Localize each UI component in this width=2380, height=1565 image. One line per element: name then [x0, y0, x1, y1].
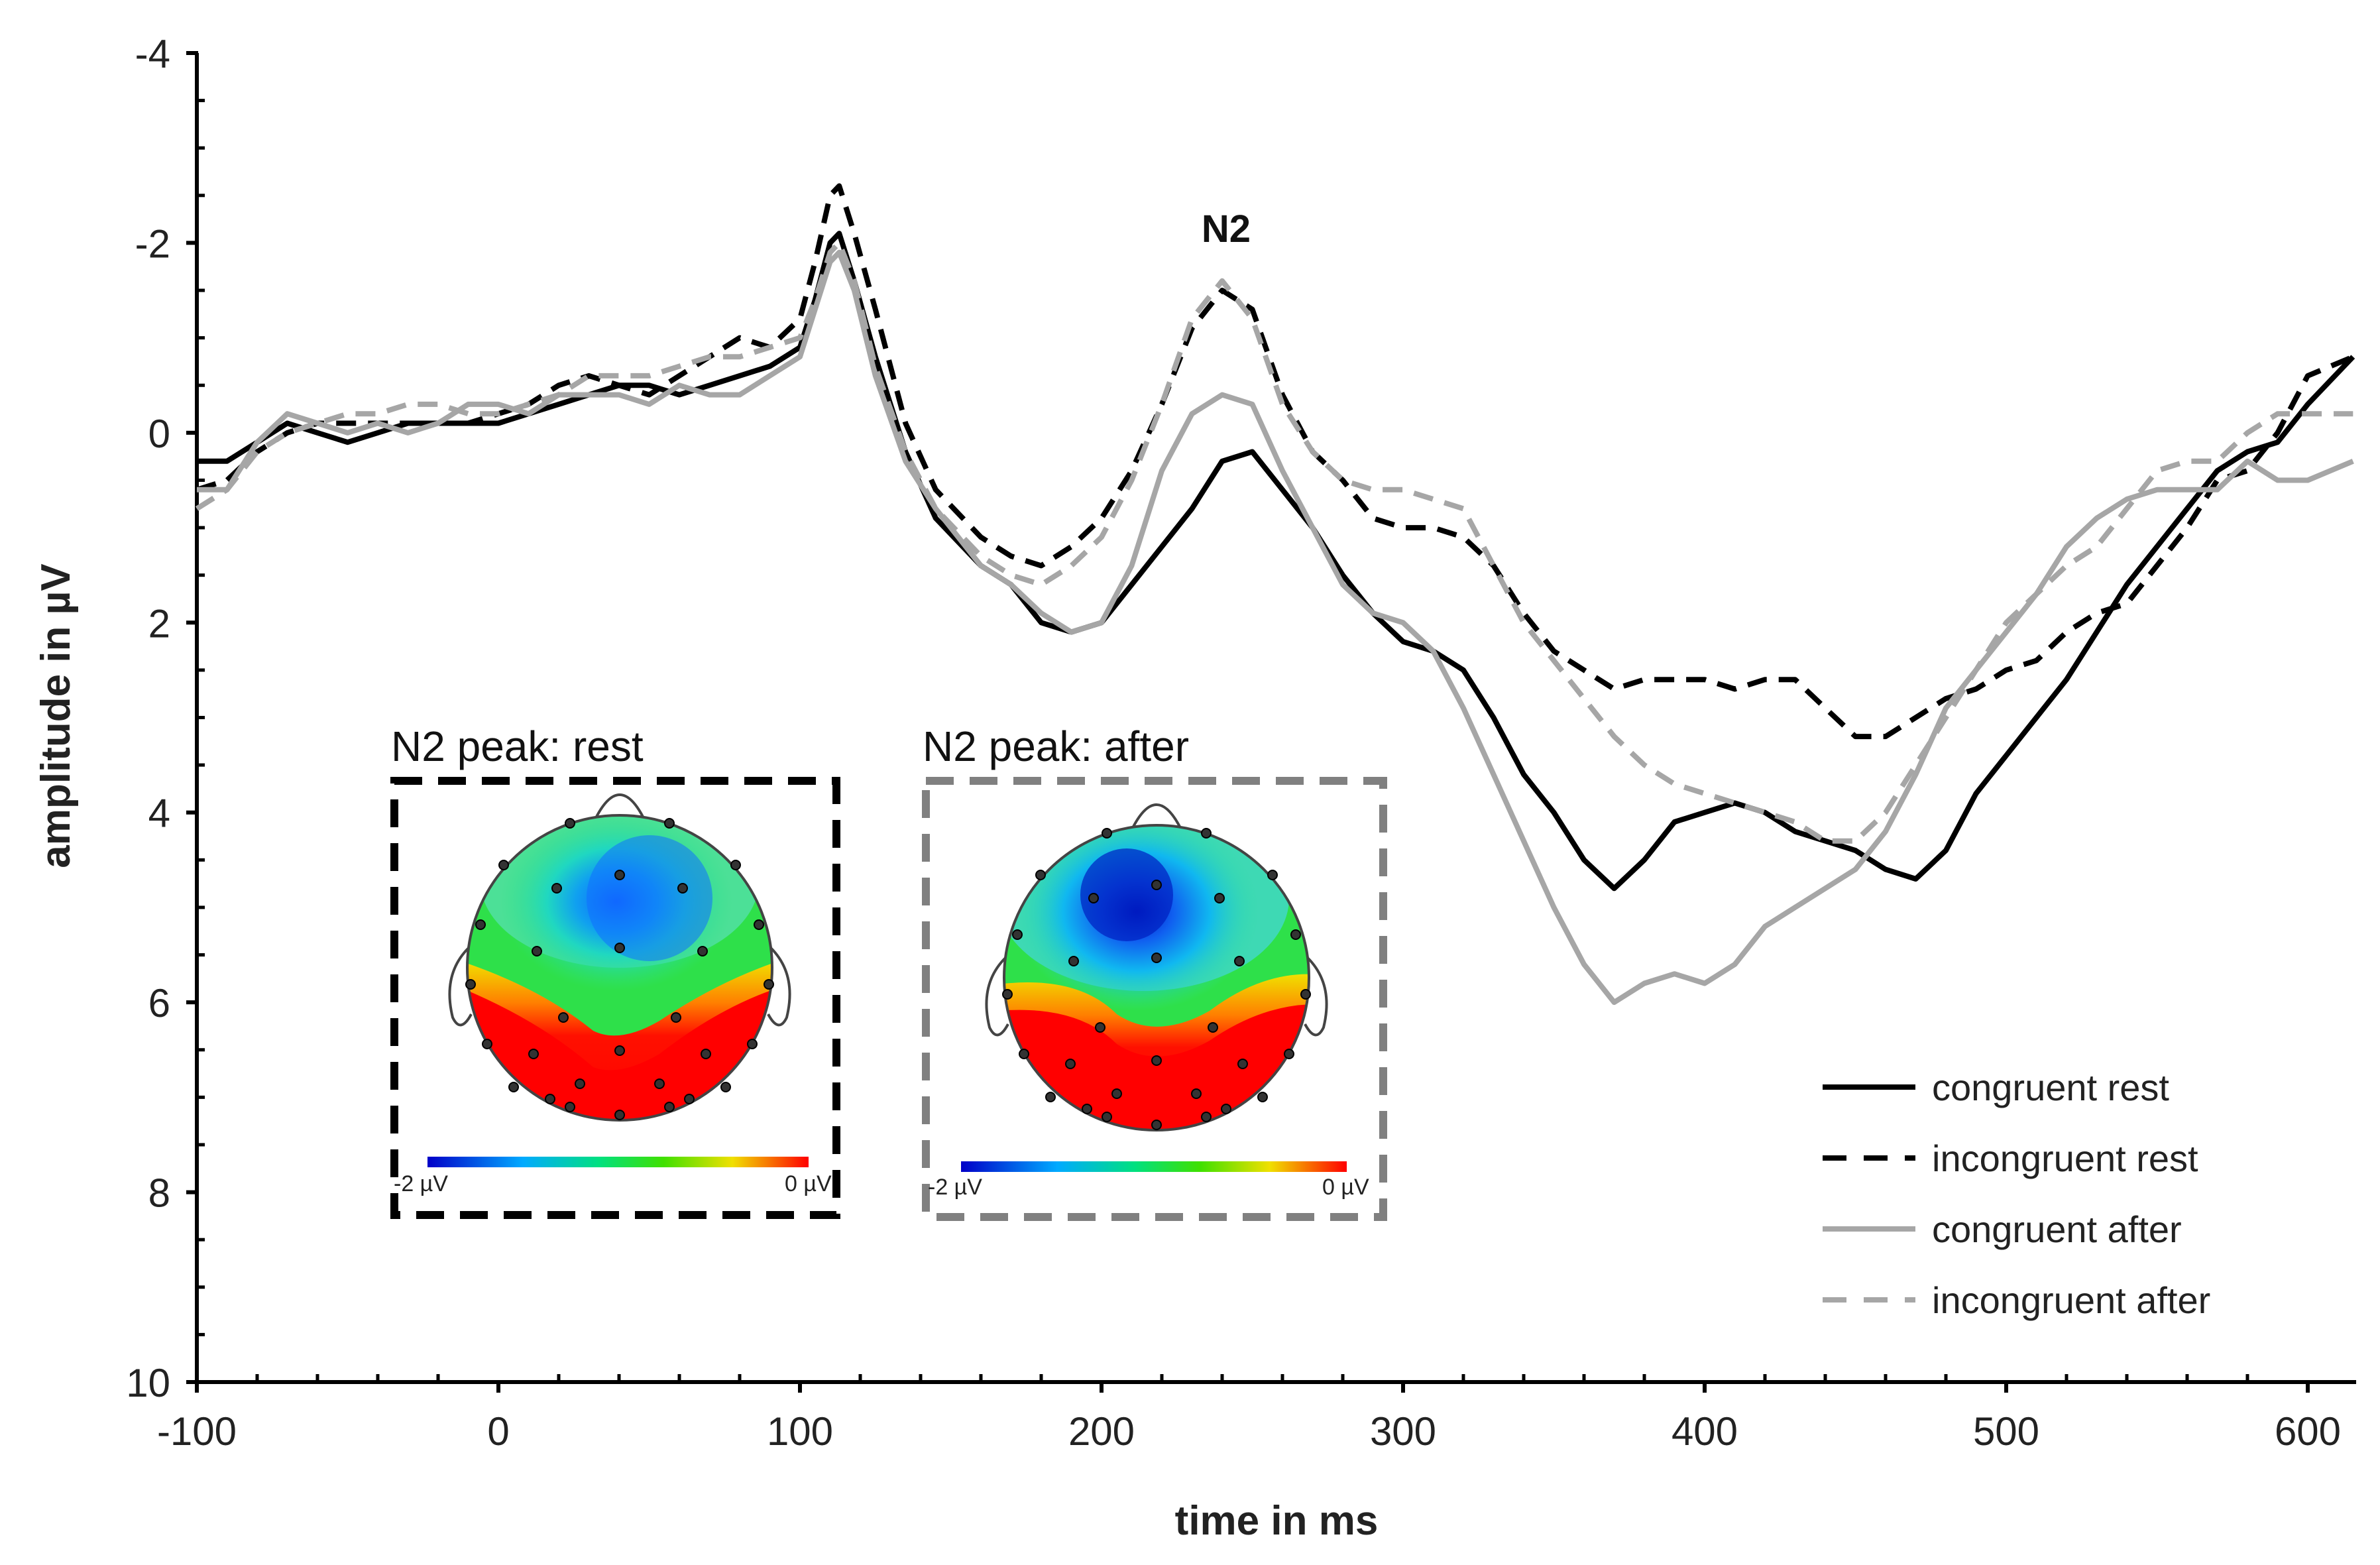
- colorbar-after: [961, 1161, 1347, 1172]
- colorbar-rest-min: -2 µV: [394, 1171, 448, 1196]
- x-ticks: -100 0 100 200 300 400 500 600: [157, 1374, 2341, 1454]
- right-ear-icon: [1304, 956, 1328, 1037]
- inset-rest-title: N2 peak: rest: [391, 723, 644, 770]
- y-ticks: -4 -2 0 2 4 6 8 10: [126, 32, 205, 1405]
- x-tick-label: 400: [1672, 1409, 1738, 1454]
- legend-label: congruent after: [1932, 1208, 2182, 1250]
- x-axis-label: time in ms: [1175, 1498, 1379, 1544]
- legend-label: incongruent after: [1932, 1279, 2210, 1321]
- series-group: [195, 183, 2355, 1006]
- x-tick-label: 0: [487, 1409, 509, 1454]
- x-tick-label: 300: [1370, 1409, 1436, 1454]
- n2-annotation: N2: [1202, 207, 1251, 251]
- head-map-after: [985, 803, 1328, 1131]
- inset-rest: N2 peak: rest: [390, 723, 840, 1219]
- series-line-incongruent-rest: [196, 183, 2354, 740]
- x-tick-label: 100: [767, 1409, 833, 1454]
- axes: -4 -2 0 2 4 6 8 10 -100 0 100 200 300 400 500 600 ampl…: [33, 32, 2356, 1544]
- colorbar-rest-max: 0 µV: [785, 1171, 832, 1196]
- y-axis-label: amplitude in µV: [33, 563, 79, 868]
- y-tick-label: -2: [135, 221, 170, 266]
- nose-icon: [1130, 803, 1183, 831]
- y-tick-label: -4: [135, 32, 170, 76]
- legend-label: congruent rest: [1932, 1067, 2169, 1108]
- series-line-incongruent-after: [195, 240, 2353, 844]
- left-ear-icon: [985, 956, 1009, 1037]
- y-tick-label: 0: [148, 412, 170, 456]
- y-tick-label: 4: [148, 791, 170, 836]
- y-tick-label: 10: [126, 1361, 170, 1405]
- y-tick-label: 6: [148, 981, 170, 1025]
- head-map-rest: [448, 793, 791, 1122]
- x-tick-label: 600: [2275, 1409, 2341, 1454]
- x-tick-label: -100: [157, 1409, 237, 1454]
- right-ear-icon: [767, 947, 791, 1027]
- x-tick-label: 500: [1973, 1409, 2039, 1454]
- inset-after-title: N2 peak: after: [923, 723, 1189, 770]
- y-tick-label: 8: [148, 1171, 170, 1216]
- x-tick-label: 200: [1068, 1409, 1135, 1454]
- colorbar-after-max: 0 µV: [1322, 1175, 1369, 1200]
- y-tick-label: 2: [148, 601, 170, 646]
- colorbar-after-min: -2 µV: [928, 1175, 982, 1200]
- nose-icon: [593, 793, 646, 821]
- series-line-congruent-rest: [197, 231, 2355, 892]
- legend: congruent rest incongruent rest congruent …: [1823, 1067, 2210, 1321]
- inset-after: N2 peak: after: [922, 723, 1387, 1221]
- left-ear-icon: [448, 947, 473, 1027]
- legend-label: incongruent rest: [1932, 1137, 2198, 1179]
- colorbar-rest: [427, 1157, 809, 1167]
